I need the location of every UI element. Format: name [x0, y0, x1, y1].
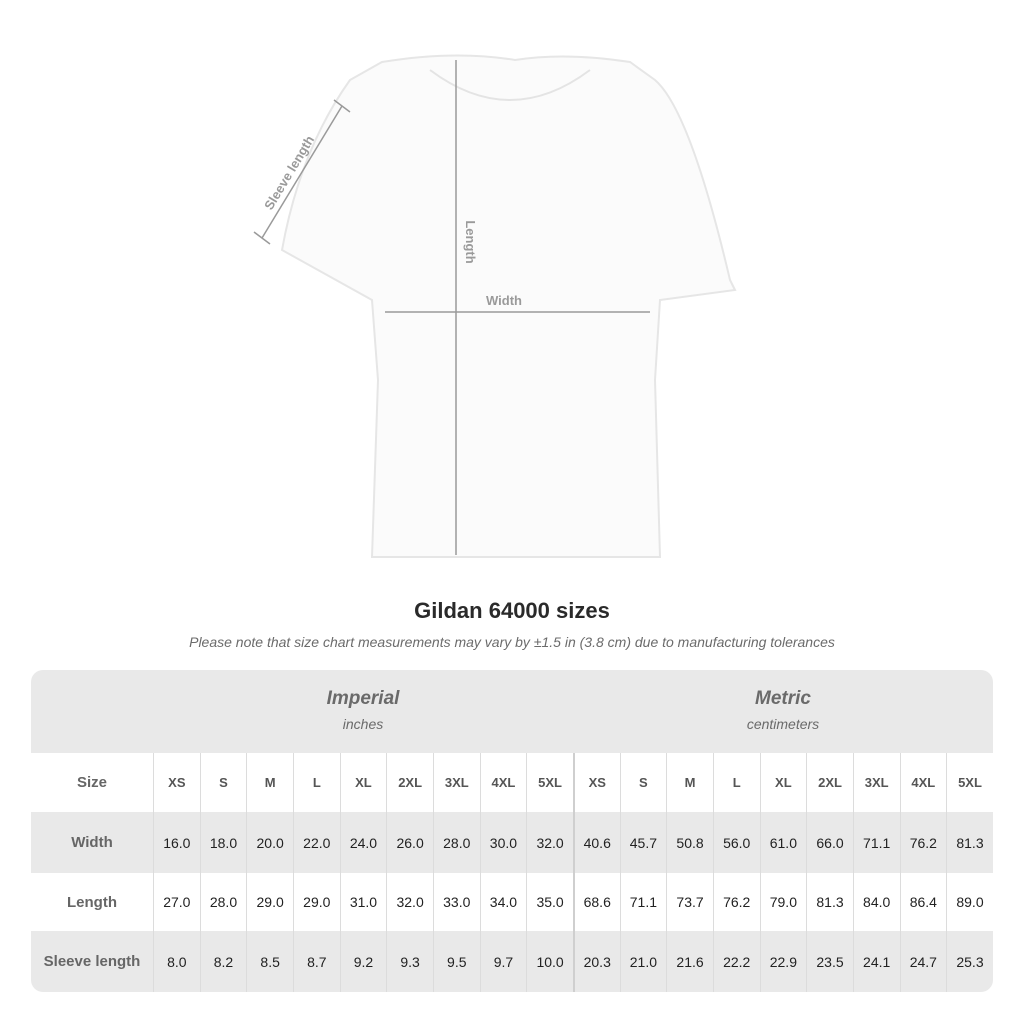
- imperial-value-cell: 26.0: [386, 812, 433, 873]
- metric-value-cell: 81.3: [946, 812, 993, 873]
- metric-value-cell: 71.1: [619, 873, 667, 931]
- metric-value-cell: 24.1: [852, 931, 900, 992]
- metric-value-cell: 79.0: [759, 873, 807, 931]
- size-header-cell: XL: [759, 753, 807, 812]
- imperial-value-cell: 28.0: [432, 812, 480, 873]
- metric-value-cell: 61.0: [759, 812, 807, 873]
- imperial-value-cell: 32.0: [386, 873, 433, 931]
- size-header-cell: S: [619, 753, 667, 812]
- size-header-cell: 2XL: [386, 753, 433, 812]
- imperial-value-cell: 9.3: [386, 931, 433, 992]
- metric-unit: centimeters: [746, 716, 820, 732]
- size-header-cell: 5XL: [526, 753, 573, 812]
- metric-value-cell: 45.7: [619, 812, 667, 873]
- imperial-value-cell: 8.7: [292, 931, 340, 992]
- metric-value-cell: 81.3: [806, 873, 853, 931]
- tolerance-note: Please note that size chart measurements…: [189, 634, 835, 650]
- metric-value-cell: 84.0: [852, 873, 900, 931]
- metric-value-cell: 22.9: [759, 931, 807, 992]
- imperial-group: Imperial inches: [153, 670, 573, 732]
- table-row: Width 16.0 18.0 20.0 22.0 24.0 26.0 28.0 30.0 32.…: [31, 812, 993, 873]
- metric-value-cell: 24.7: [899, 931, 947, 992]
- metric-value-cell: 40.6: [572, 812, 620, 873]
- row-label: Width: [71, 834, 113, 851]
- imperial-value-cell: 29.0: [246, 873, 293, 931]
- size-header-cell: M: [666, 753, 713, 812]
- imperial-value-cell: 24.0: [339, 812, 387, 873]
- table-row: Sleeve length 8.0 8.2 8.5 8.7 9.2 9.3 9.5 9.7 10.…: [31, 931, 993, 992]
- imperial-value-cell: 16.0: [153, 812, 200, 873]
- imperial-unit: inches: [342, 716, 384, 732]
- metric-value-cell: 73.7: [666, 873, 713, 931]
- metric-value-cell: 56.0: [712, 812, 760, 873]
- size-header-row: Size XS S M L XL 2XL 3XL 4XL 5XL XS S M L XL 2XL 3XL 4XL 5…: [31, 753, 993, 812]
- size-header-cell: 4XL: [899, 753, 947, 812]
- metric-value-cell: 76.2: [712, 873, 760, 931]
- size-header-cell: XS: [572, 753, 620, 812]
- tshirt-diagram: Sleeve length Length Width: [253, 54, 737, 558]
- imperial-value-cell: 35.0: [526, 873, 573, 931]
- imperial-value-cell: 30.0: [479, 812, 527, 873]
- metric-value-cell: 66.0: [806, 812, 853, 873]
- size-header-cell: 4XL: [479, 753, 527, 812]
- imperial-value-cell: 34.0: [479, 873, 527, 931]
- metric-value-cell: 21.0: [619, 931, 667, 992]
- imperial-value-cell: 28.0: [199, 873, 247, 931]
- metric-value-cell: 86.4: [899, 873, 947, 931]
- imperial-title: Imperial: [326, 688, 400, 709]
- size-table: Imperial inches Metric centimeters Size X…: [31, 670, 993, 992]
- size-header-cell: S: [199, 753, 247, 812]
- metric-value-cell: 20.3: [572, 931, 620, 992]
- metric-value-cell: 23.5: [806, 931, 853, 992]
- size-header-cell: 5XL: [946, 753, 993, 812]
- length-label: Length: [463, 220, 478, 263]
- size-header-cell: XL: [339, 753, 387, 812]
- sleeve-arrow: [261, 105, 343, 239]
- size-header-cell: L: [712, 753, 760, 812]
- imperial-value-cell: 9.7: [479, 931, 527, 992]
- metric-group: Metric centimeters: [573, 670, 993, 732]
- width-label: Width: [486, 293, 522, 308]
- imperial-value-cell: 9.2: [339, 931, 387, 992]
- metric-value-cell: 68.6: [572, 873, 620, 931]
- imperial-value-cell: 29.0: [292, 873, 340, 931]
- imperial-value-cell: 27.0: [153, 873, 200, 931]
- imperial-value-cell: 22.0: [292, 812, 340, 873]
- size-header-cell: 3XL: [432, 753, 480, 812]
- imperial-value-cell: 18.0: [199, 812, 247, 873]
- imperial-value-cell: 9.5: [432, 931, 480, 992]
- table-header: Imperial inches Metric centimeters: [31, 670, 993, 753]
- size-header-cell: L: [292, 753, 340, 812]
- size-header-cell: 3XL: [852, 753, 900, 812]
- imperial-value-cell: 31.0: [339, 873, 387, 931]
- metric-value-cell: 50.8: [666, 812, 713, 873]
- imperial-value-cell: 8.0: [153, 931, 200, 992]
- metric-title: Metric: [755, 688, 811, 709]
- imperial-value-cell: 10.0: [526, 931, 573, 992]
- imperial-value-cell: 20.0: [246, 812, 293, 873]
- metric-value-cell: 89.0: [946, 873, 993, 931]
- metric-value-cell: 22.2: [712, 931, 760, 992]
- size-header-cell: XS: [153, 753, 200, 812]
- metric-value-cell: 76.2: [899, 812, 947, 873]
- page-title: Gildan 64000 sizes: [414, 598, 610, 623]
- imperial-value-cell: 8.2: [199, 931, 247, 992]
- metric-value-cell: 21.6: [666, 931, 713, 992]
- row-label: Size: [76, 774, 107, 791]
- imperial-value-cell: 33.0: [432, 873, 480, 931]
- table-row: Length 27.0 28.0 29.0 29.0 31.0 32.0 33.0 34.0 35…: [31, 873, 993, 931]
- size-header-cell: 2XL: [806, 753, 853, 812]
- imperial-value-cell: 8.5: [246, 931, 293, 992]
- imperial-value-cell: 32.0: [526, 812, 573, 873]
- metric-value-cell: 25.3: [946, 931, 993, 992]
- size-header-cell: M: [246, 753, 293, 812]
- metric-value-cell: 71.1: [852, 812, 900, 873]
- row-label: Sleeve length: [43, 953, 141, 970]
- tshirt-image: [280, 54, 737, 558]
- row-label: Length: [67, 893, 117, 911]
